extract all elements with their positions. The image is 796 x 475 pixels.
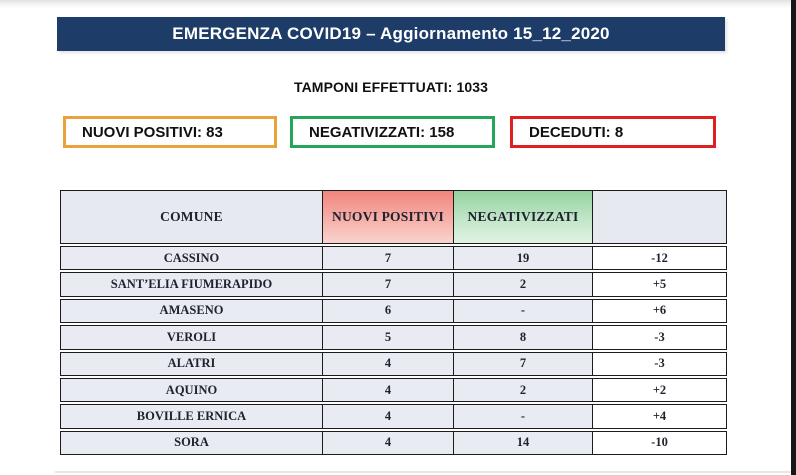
- summary-box-negativizzati: NEGATIVIZZATI: 158: [290, 116, 495, 148]
- bottom-divider: [55, 471, 791, 473]
- window-edge-strip: [791, 0, 796, 475]
- cell-negativizzati: 14: [454, 430, 593, 456]
- page-title: EMERGENZA COVID19 – Aggiornamento 15_12_…: [172, 24, 610, 43]
- cell-comune: SORA: [60, 430, 323, 456]
- table-row: CASSINO 7 19 -12: [60, 246, 727, 271]
- cell-delta: -12: [593, 246, 727, 271]
- cell-comune: BOVILLE ERNICA: [60, 404, 323, 429]
- table-row: AMASENO 6 - +6: [60, 298, 727, 324]
- summary-box-deceduti: DECEDUTI: 8: [510, 116, 716, 148]
- cell-delta: +4: [593, 404, 727, 429]
- header-comune: COMUNE: [60, 190, 323, 244]
- cell-comune: AQUINO: [60, 377, 323, 403]
- summary-box-negativizzati-label: NEGATIVIZZATI: 158: [309, 123, 455, 141]
- cell-nuovi-positivi: 5: [323, 325, 454, 350]
- cell-delta: -3: [593, 325, 727, 350]
- title-bar: EMERGENZA COVID19 – Aggiornamento 15_12_…: [57, 17, 725, 51]
- cell-negativizzati: -: [454, 404, 593, 429]
- cell-negativizzati: 2: [454, 377, 593, 403]
- summary-box-nuovi-positivi-label: NUOVI POSITIVI: 83: [82, 123, 223, 141]
- cell-comune: ALATRI: [60, 351, 323, 376]
- header-blank: [593, 190, 727, 244]
- cell-negativizzati: 8: [454, 325, 593, 350]
- cell-delta: +6: [593, 298, 727, 324]
- cell-nuovi-positivi: 4: [323, 351, 454, 376]
- cell-nuovi-positivi: 4: [323, 430, 454, 456]
- cell-delta: +2: [593, 377, 727, 403]
- table-row: SORA 4 14 -10: [60, 430, 727, 456]
- cell-negativizzati: -: [454, 298, 593, 324]
- cell-comune: VEROLI: [60, 325, 323, 350]
- header-negativizzati: NEGATIVIZZATI: [454, 190, 593, 244]
- cell-nuovi-positivi: 6: [323, 298, 454, 324]
- cell-delta: -3: [593, 351, 727, 376]
- table-row: AQUINO 4 2 +2: [60, 377, 727, 403]
- tamponi-effettuati-line: TAMPONI EFFETTUATI: 1033: [293, 79, 488, 95]
- table-row: SANT’ELIA FIUMERAPIDO 7 2 +5: [60, 272, 727, 297]
- cell-nuovi-positivi: 7: [323, 246, 454, 271]
- summary-box-deceduti-label: DECEDUTI: 8: [529, 123, 624, 141]
- cell-nuovi-positivi: 4: [323, 377, 454, 403]
- cell-nuovi-positivi: 4: [323, 404, 454, 429]
- cell-negativizzati: 7: [454, 351, 593, 376]
- table-row: VEROLI 5 8 -3: [60, 325, 727, 350]
- cell-nuovi-positivi: 7: [323, 272, 454, 297]
- header-nuovi-positivi: NUOVI POSITIVI: [323, 190, 454, 244]
- cell-comune: CASSINO: [60, 246, 323, 271]
- comuni-table: COMUNE NUOVI POSITIVI NEGATIVIZZATI CASS…: [60, 188, 727, 457]
- cell-negativizzati: 19: [454, 246, 593, 271]
- top-edge-fade: [0, 0, 796, 9]
- cell-delta: +5: [593, 272, 727, 297]
- cell-comune: SANT’ELIA FIUMERAPIDO: [60, 272, 323, 297]
- summary-box-nuovi-positivi: NUOVI POSITIVI: 83: [63, 116, 277, 148]
- cell-delta: -10: [593, 430, 727, 456]
- table-row: ALATRI 4 7 -3: [60, 351, 727, 376]
- cell-negativizzati: 2: [454, 272, 593, 297]
- table-row: BOVILLE ERNICA 4 - +4: [60, 404, 727, 429]
- cell-comune: AMASENO: [60, 298, 323, 324]
- table-header-row: COMUNE NUOVI POSITIVI NEGATIVIZZATI: [60, 190, 727, 244]
